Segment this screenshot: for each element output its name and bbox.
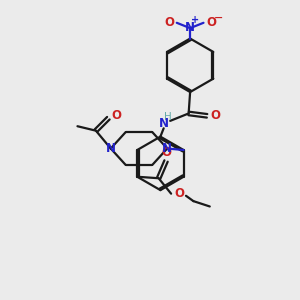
Text: N: N: [159, 117, 169, 130]
Text: +: +: [191, 15, 200, 25]
Text: O: O: [206, 16, 216, 29]
Text: O: O: [210, 109, 220, 122]
Text: N: N: [185, 21, 195, 34]
Text: −: −: [214, 13, 223, 23]
Text: N: N: [106, 142, 116, 155]
Text: O: O: [112, 109, 122, 122]
Text: O: O: [164, 16, 174, 29]
Text: N: N: [162, 142, 172, 155]
Text: H: H: [164, 112, 172, 122]
Text: O: O: [174, 187, 184, 200]
Text: O: O: [161, 146, 171, 160]
